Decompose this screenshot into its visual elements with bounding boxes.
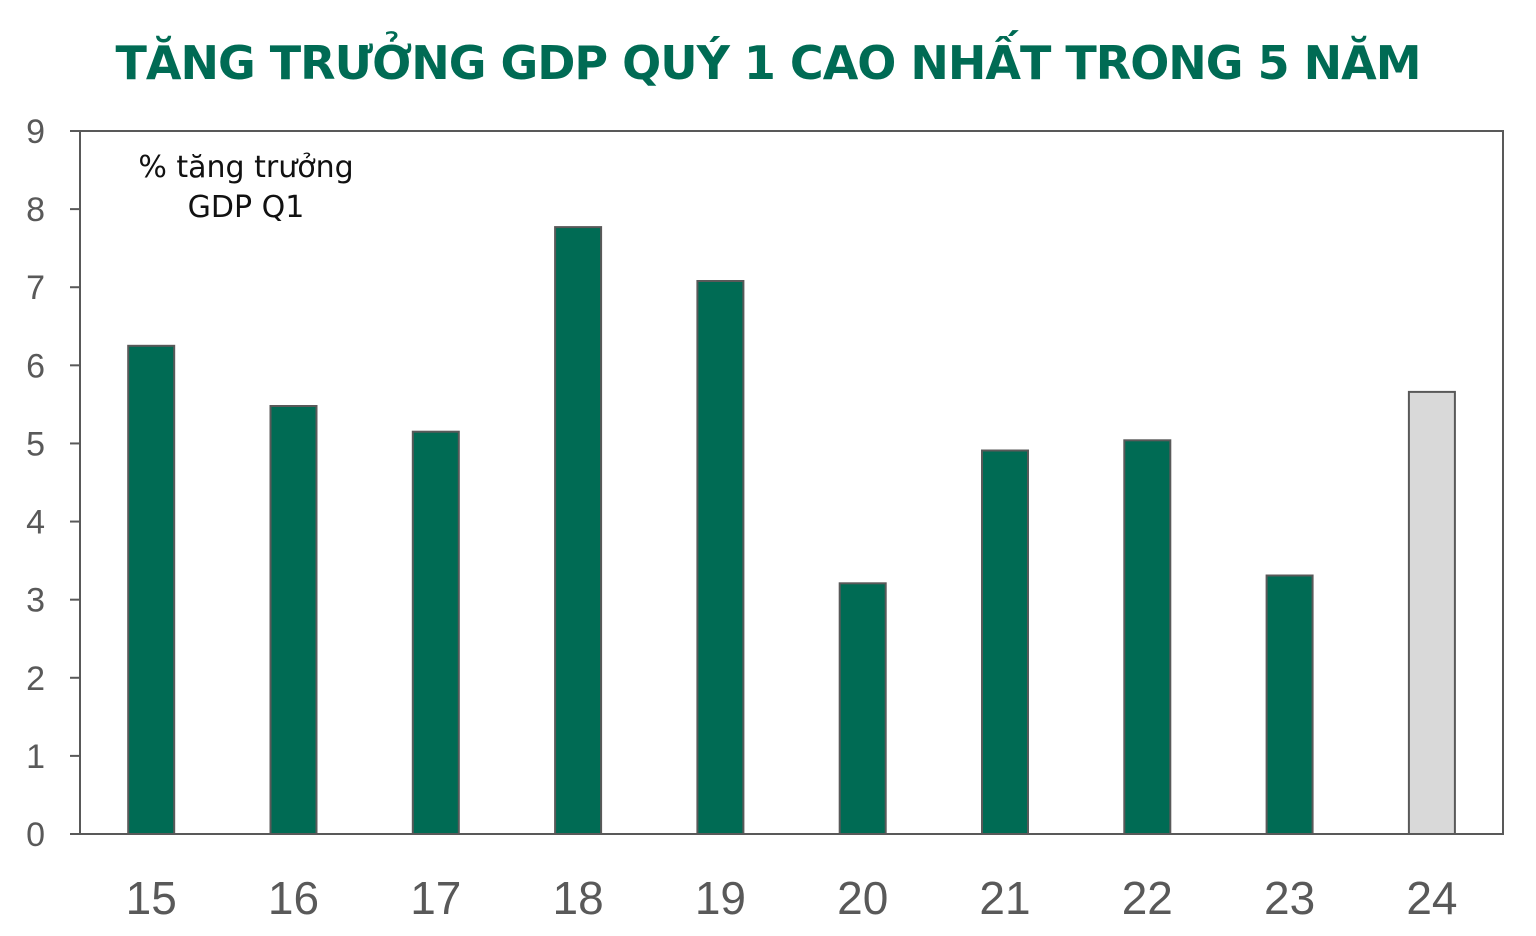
bar-16 bbox=[269, 405, 318, 835]
bar-24 bbox=[1407, 390, 1456, 835]
y-tick-label: 4 bbox=[26, 504, 45, 542]
bar-23 bbox=[1265, 574, 1314, 835]
annotation-line-2: GDP Q1 bbox=[188, 190, 305, 225]
y-tick-label: 3 bbox=[26, 582, 45, 620]
bar-22 bbox=[1123, 439, 1172, 835]
bars bbox=[127, 226, 1456, 836]
x-tick-label: 18 bbox=[553, 872, 604, 924]
bar-17 bbox=[411, 430, 460, 835]
y-tick-label: 6 bbox=[26, 347, 45, 385]
y-tick-label: 1 bbox=[26, 738, 45, 776]
x-tick-label: 21 bbox=[979, 872, 1030, 924]
x-tick-label: 22 bbox=[1122, 872, 1173, 924]
y-tick-label: 2 bbox=[26, 660, 45, 698]
x-axis-ticks: 15 16 17 18 19 20 21 22 23 24 bbox=[126, 872, 1458, 924]
x-tick-label: 23 bbox=[1264, 872, 1315, 924]
y-tick-label: 7 bbox=[26, 269, 45, 307]
annotation-line-1: % tăng trưởng bbox=[138, 150, 353, 185]
chart-title: TĂNG TRƯỞNG GDP QUÝ 1 CAO NHẤT TRONG 5 N… bbox=[115, 36, 1422, 90]
x-tick-label: 24 bbox=[1406, 872, 1457, 924]
axes bbox=[79, 130, 1504, 835]
x-tick-label: 17 bbox=[410, 872, 461, 924]
x-tick-label: 20 bbox=[837, 872, 888, 924]
y-tick-label: 5 bbox=[26, 425, 45, 463]
bar-21 bbox=[981, 449, 1029, 835]
y-tick-label: 9 bbox=[26, 113, 45, 151]
bar-19 bbox=[696, 280, 745, 835]
y-tick-label: 0 bbox=[26, 816, 45, 854]
y-axis-ticks: 0 1 2 3 4 5 6 7 8 9 bbox=[26, 113, 80, 854]
x-tick-label: 15 bbox=[126, 872, 177, 924]
x-tick-label: 16 bbox=[268, 872, 319, 924]
bar-15 bbox=[127, 344, 176, 835]
chart-annotation: % tăng trưởng GDP Q1 bbox=[138, 150, 353, 225]
bar-18 bbox=[554, 226, 603, 836]
y-tick-label: 8 bbox=[26, 191, 45, 229]
x-tick-label: 19 bbox=[695, 872, 746, 924]
bar-20 bbox=[838, 582, 887, 835]
